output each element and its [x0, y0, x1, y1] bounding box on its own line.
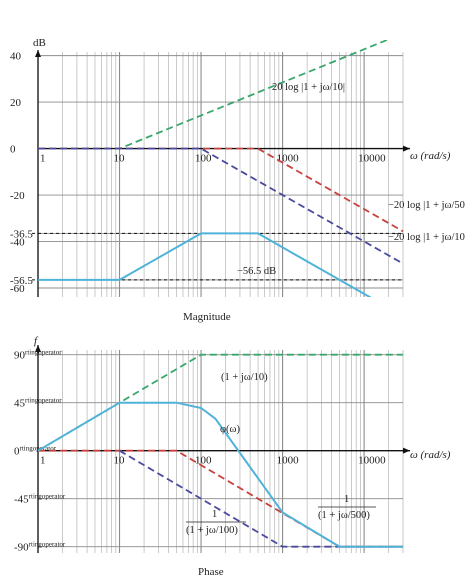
- x-tick-label: 100: [195, 153, 212, 165]
- magnitude-x-axis-label: ω (rad/s): [410, 150, 451, 162]
- y-tick-label: -90rtingoperator: [14, 541, 66, 554]
- series-line-cyan: [37, 401, 403, 548]
- phase-fraction-purple-numerator: 1: [212, 509, 217, 520]
- phase-fraction-purple-denominator: (1 + jω/100): [186, 525, 238, 536]
- phase-fraction-red-numerator: 1: [344, 494, 349, 505]
- y-tick-label: -45rtingoperator: [14, 493, 66, 506]
- phase-fraction-red-denominator: (1 + jω/500): [318, 510, 370, 521]
- magnitude-annotation-green: 20 log |1 + jω/10|: [272, 82, 345, 93]
- x-tick-label: 1000: [277, 455, 300, 467]
- x-tick-label: 100: [195, 455, 212, 467]
- series-line-purple: [38, 147, 404, 265]
- phase-annotation-green: (1 + jω/10): [221, 372, 268, 383]
- series-line-cyan: [38, 232, 372, 297]
- series-line-red: [38, 449, 403, 548]
- y-tick-label: -36.5: [10, 228, 33, 240]
- magnitude-caption: Magnitude: [183, 311, 231, 323]
- phase-annotation-phi: φ(ω): [220, 424, 240, 435]
- series-line-green: [37, 353, 403, 452]
- y-axis-arrow: [35, 345, 41, 352]
- y-axis-arrow: [35, 50, 41, 57]
- series-line-red: [38, 147, 404, 233]
- y-tick-label: -40: [10, 237, 25, 249]
- magnitude-annotation-purple: −20 log |1 + jω/10: [388, 232, 465, 243]
- y-tick-label: -60: [10, 283, 25, 295]
- phase-y-axis-label: f: [34, 335, 39, 347]
- y-tick-label: -56.5: [10, 275, 33, 287]
- y-tick-label: 0: [10, 144, 16, 156]
- x-tick-label: 10000: [358, 455, 386, 467]
- y-tick-label: 20: [10, 97, 22, 109]
- x-tick-label: 10000: [358, 153, 386, 165]
- x-axis-arrow: [403, 447, 410, 454]
- x-tick-label: 1: [40, 455, 46, 467]
- x-tick-label: 10: [114, 153, 126, 165]
- phase-panel: 1 10 100 1000 1000090rtingoperator45rtingope…: [14, 345, 410, 554]
- phase-x-axis-label: ω (rad/s): [410, 449, 451, 461]
- magnitude-annotation-red: −20 log |1 + jω/50: [388, 200, 465, 211]
- y-tick-label: -20: [10, 190, 25, 202]
- x-tick-label: 1000: [277, 153, 300, 165]
- x-axis-arrow: [403, 145, 410, 152]
- magnitude-panel: 1 10 100 1000 10000 40 20 0 -20 -36.5-40 -56.5-60: [10, 40, 410, 297]
- phase-caption: Phase: [198, 566, 224, 577]
- series-line-green: [38, 40, 390, 150]
- y-tick-label: 40: [10, 51, 22, 63]
- x-tick-label: 10: [114, 455, 126, 467]
- x-tick-label: 1: [40, 153, 46, 165]
- magnitude-reference-label: −56.5 dB: [237, 266, 276, 277]
- magnitude-y-axis-label: dB: [33, 37, 46, 49]
